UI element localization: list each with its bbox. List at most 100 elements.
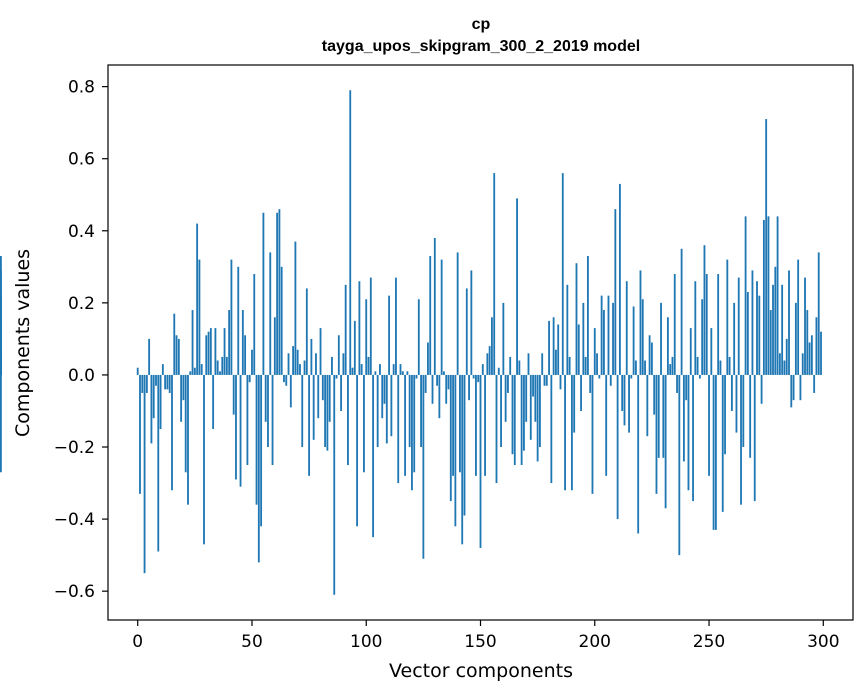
bar (495, 374, 498, 484)
bar (285, 374, 288, 386)
x-tick-label: 200 (579, 632, 611, 652)
x-tick-label: 250 (693, 632, 725, 652)
bar (251, 349, 253, 375)
bar (196, 223, 199, 375)
bar (516, 198, 518, 375)
bar (504, 374, 507, 422)
bar (445, 374, 448, 404)
bar (767, 216, 770, 375)
bar (712, 374, 715, 530)
bar (475, 374, 477, 476)
bar (671, 356, 674, 375)
bar (543, 374, 546, 386)
bar (596, 353, 598, 375)
bar (454, 374, 457, 527)
bar (735, 374, 738, 433)
bar (602, 310, 605, 375)
bar (634, 360, 637, 375)
bar (559, 374, 562, 390)
bar (221, 356, 224, 375)
bar (776, 216, 779, 375)
bar (463, 374, 466, 516)
bar (317, 374, 320, 419)
bar (746, 292, 749, 375)
bar (239, 374, 242, 487)
bar (189, 371, 192, 375)
bar (477, 374, 480, 383)
x-tick-label: 0 (132, 632, 143, 652)
bar (655, 374, 658, 494)
bar (246, 374, 249, 466)
bar (267, 374, 269, 448)
bar (641, 299, 644, 375)
bar (644, 360, 646, 375)
bar (555, 349, 557, 375)
bar (326, 374, 329, 451)
bar (502, 302, 505, 375)
bar (392, 364, 395, 375)
bar (369, 277, 372, 375)
bar (605, 374, 608, 476)
bar (203, 374, 205, 545)
bar (404, 374, 406, 476)
bar (257, 374, 260, 563)
chart-subtitle: tayga_upos_skipgram_300_2_2019 model (322, 38, 640, 55)
bar (312, 374, 315, 440)
y-tick-label: −0.6 (54, 582, 95, 602)
bar (321, 374, 324, 401)
bar (666, 317, 669, 375)
bar (648, 335, 651, 375)
bar (157, 374, 160, 552)
bar (447, 374, 450, 390)
bar (431, 374, 434, 404)
bar (367, 356, 370, 375)
bar (237, 266, 240, 375)
bar (342, 353, 345, 375)
bar (806, 310, 809, 375)
bar (817, 252, 820, 375)
bar (383, 374, 386, 404)
bar (621, 374, 624, 411)
bar (790, 374, 793, 408)
bar (751, 270, 754, 375)
bar (607, 295, 610, 375)
bar (566, 284, 569, 375)
bar (724, 374, 726, 455)
bar (161, 364, 164, 375)
bar (785, 338, 788, 375)
bar (479, 374, 482, 548)
bar (609, 374, 612, 386)
bar (600, 295, 603, 375)
bar (438, 374, 441, 419)
x-tick-label: 100 (350, 632, 382, 652)
bar (774, 266, 777, 375)
bar (696, 356, 699, 375)
bar (305, 288, 308, 375)
bar (173, 313, 176, 375)
bar (214, 328, 217, 375)
bar (520, 374, 523, 466)
bar (564, 374, 566, 491)
bar (794, 302, 797, 375)
y-tick-label: 0.6 (68, 150, 95, 170)
bar (511, 374, 514, 455)
bar (278, 209, 281, 375)
bar (557, 324, 560, 375)
bar (719, 360, 722, 375)
bar (692, 374, 694, 502)
bar (200, 364, 203, 375)
bar (372, 374, 375, 538)
bar (296, 349, 299, 375)
bar (804, 277, 806, 375)
bar (801, 353, 804, 375)
bar (680, 248, 683, 375)
bar (676, 374, 678, 393)
bar (740, 374, 742, 505)
bar (783, 360, 786, 375)
bar (541, 353, 544, 375)
y-tick-label: 0.4 (68, 222, 95, 242)
bar (513, 374, 516, 466)
bar (264, 374, 267, 422)
bar (507, 374, 509, 393)
bar (180, 374, 183, 422)
